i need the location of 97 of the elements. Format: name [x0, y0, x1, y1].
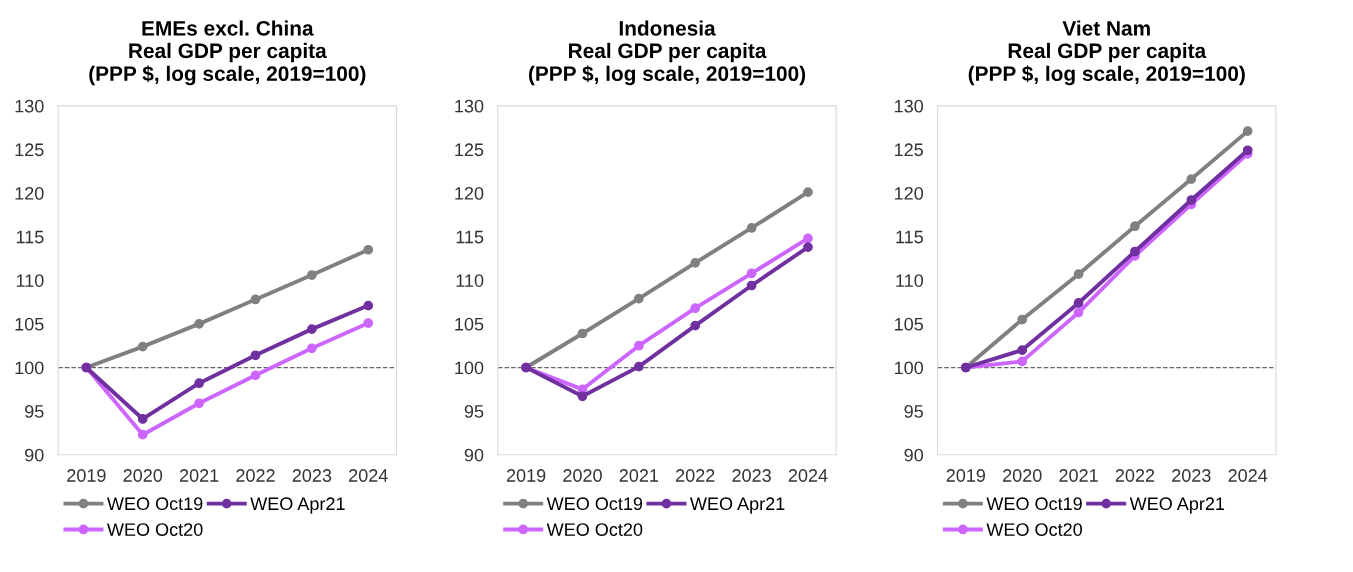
point: [1073, 298, 1084, 308]
legend-label: WEO Oct20: [107, 523, 203, 536]
x-tick-label: 2020: [1003, 469, 1042, 482]
y-tick-label: 125: [15, 143, 44, 157]
x-tick-label: 2020: [123, 469, 163, 482]
chart-title: EMEs excl. China Real GDP per capita (PPP $, log scale, 2019=100): [89, 20, 366, 86]
y-tick-label: 90: [464, 448, 484, 462]
point: [746, 268, 757, 279]
x-tick-label: 2019: [67, 469, 106, 482]
x-tick-label: 2023: [1172, 469, 1211, 482]
y-tick-label: 95: [904, 405, 923, 418]
point: [633, 293, 644, 304]
point: [137, 341, 148, 352]
legend-label: WEO Oct20: [986, 523, 1082, 536]
point: [577, 328, 588, 339]
x-tick-label: 2019: [946, 469, 986, 482]
point: [194, 398, 204, 409]
point: [1073, 269, 1084, 280]
point: [307, 270, 317, 280]
point: [363, 244, 374, 255]
y-tick-label: 90: [25, 448, 44, 462]
point: [803, 187, 813, 198]
point: [307, 343, 317, 354]
y-tick-label: 105: [15, 317, 44, 331]
y-tick-label: 115: [456, 230, 484, 244]
y-tick-label: 130: [15, 99, 44, 113]
point: [250, 350, 261, 361]
y-tick-label: 105: [895, 317, 923, 331]
x-tick-label: 2024: [788, 469, 828, 482]
point: [307, 324, 317, 334]
point: [633, 340, 644, 351]
point: [137, 414, 148, 424]
y-tick-label: 120: [455, 186, 484, 200]
point: [633, 361, 644, 372]
y-tick-label: 120: [15, 186, 44, 200]
y-tick-label: 115: [16, 230, 44, 244]
x-tick-label: 2021: [179, 469, 219, 482]
y-tick-label: 100: [455, 361, 484, 375]
point: [1186, 174, 1197, 184]
legend-label: WEO Apr21: [689, 497, 785, 514]
point: [803, 242, 813, 252]
point: [690, 320, 701, 331]
y-tick-label: 90: [904, 448, 924, 462]
point: [363, 318, 374, 328]
point: [1242, 126, 1253, 136]
x-tick-label: 2024: [1228, 469, 1268, 482]
y-tick-label: 105: [455, 317, 484, 331]
legend-label: WEO Apr21: [250, 497, 345, 514]
y-tick-label: 115: [896, 230, 923, 244]
point: [194, 378, 204, 389]
x-tick-label: 2024: [349, 469, 388, 482]
x-tick-label: 2023: [732, 469, 771, 482]
y-tick-label: 100: [895, 361, 924, 375]
point: [1186, 195, 1197, 205]
legend-label: WEO Apr21: [1129, 497, 1225, 514]
x-tick-label: 2021: [1059, 469, 1098, 482]
point: [1017, 314, 1028, 325]
y-tick-label: 125: [455, 143, 484, 157]
point: [1130, 221, 1140, 232]
x-tick-label: 2022: [1115, 469, 1155, 482]
point: [194, 319, 204, 329]
point: [1073, 307, 1084, 318]
point: [803, 233, 813, 244]
y-tick-label: 130: [895, 99, 924, 113]
y-tick-label: 130: [455, 99, 484, 113]
point: [250, 294, 261, 305]
y-tick-label: 110: [16, 274, 44, 287]
x-tick-label: 2023: [292, 469, 332, 482]
chart-title: Viet Nam Real GDP per capita (PPP $, log scale, 2019=100): [968, 20, 1245, 86]
legend-label: WEO Oct19: [986, 497, 1082, 511]
legend-label: WEO Oct19: [107, 497, 203, 511]
y-tick-label: 100: [15, 361, 44, 375]
point: [690, 303, 701, 314]
point: [363, 300, 374, 311]
x-tick-label: 2020: [563, 469, 602, 482]
y-tick-label: 110: [456, 274, 484, 287]
y-tick-label: 110: [896, 274, 924, 287]
chart-title: Indonesia Real GDP per capita (PPP $, log scale, 2019=100): [529, 20, 806, 86]
point: [577, 391, 588, 402]
point: [690, 257, 701, 268]
y-tick-label: 95: [25, 405, 44, 418]
x-tick-label: 2022: [236, 469, 275, 482]
legend-label: WEO Oct19: [546, 497, 643, 511]
y-tick-label: 120: [895, 186, 924, 200]
point: [746, 223, 757, 233]
y-tick-label: 125: [895, 143, 923, 157]
point: [1130, 246, 1140, 257]
point: [1017, 345, 1028, 355]
x-tick-label: 2022: [676, 469, 715, 482]
point: [137, 429, 148, 440]
x-tick-label: 2019: [506, 469, 546, 482]
y-tick-label: 95: [464, 405, 484, 418]
x-tick-label: 2021: [619, 469, 659, 482]
point: [1017, 356, 1028, 367]
legend-label: WEO Oct20: [546, 523, 643, 536]
point: [250, 370, 261, 381]
point: [746, 280, 757, 291]
